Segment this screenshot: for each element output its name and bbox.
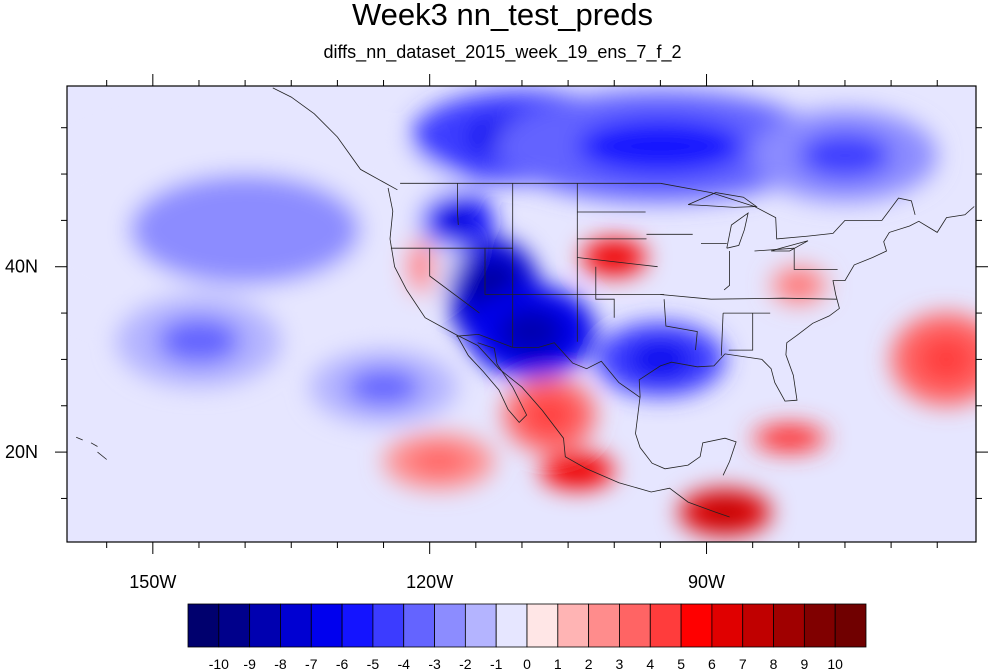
pacific-coastline: [387, 187, 730, 518]
colorbar-swatch-19: [773, 603, 805, 648]
colorbar-label-5: -5: [367, 656, 380, 672]
colorbar-label-10: 0: [523, 656, 531, 672]
state-line-1: [429, 248, 480, 314]
colorbar-label-14: 4: [646, 656, 654, 672]
colorbar-label-9: -1: [490, 656, 503, 672]
lake-michigan: [726, 212, 749, 249]
axis-layer: 150W 120W 90W 40N 20N: [5, 74, 988, 592]
border-us-canada-east: [660, 182, 916, 240]
anomaly-core-8: [628, 340, 693, 378]
state-line-13: [720, 313, 724, 356]
anomaly-core-12: [558, 461, 596, 480]
state-line-14: [728, 313, 754, 351]
colorbar-label-11: 1: [554, 656, 562, 672]
anomaly-core-4: [577, 118, 744, 175]
colorbar-label-1: -9: [243, 656, 256, 672]
colorbar-label-8: -2: [459, 656, 472, 672]
colorbar-swatch-20: [803, 603, 836, 648]
colorbar-label-18: 8: [770, 656, 778, 672]
map-plot-area: [67, 86, 976, 542]
colorbar-label-2: -8: [274, 656, 287, 672]
colorbar-swatch-13: [588, 603, 620, 648]
hawaii-oahu: [76, 436, 83, 441]
anomaly-core-5: [798, 132, 892, 179]
anomaly-core-0: [129, 174, 361, 286]
colorbar-swatch-21: [834, 603, 867, 648]
colorbar-label-6: -4: [398, 656, 411, 672]
colorbar-swatch-0: [187, 603, 220, 648]
gulf-mexico-coastline: [635, 396, 737, 476]
bc-alaska-coastline: [272, 87, 398, 191]
state-line-10: [660, 294, 837, 300]
y-tick-label-1: 20N: [5, 442, 38, 462]
colorbar-swatch-10: [495, 603, 528, 648]
colorbar-swatch-8: [434, 603, 466, 648]
colorbar: -10 -9 -8 -7 -6 -5 -4 -3 -2 -1 0 1 2 3 4 5 6 7 8 9 10: [187, 603, 867, 672]
colorbar-label-20: 10: [827, 656, 843, 672]
hawaii-islands: [67, 434, 68, 435]
lake-superior: [687, 192, 758, 208]
anomaly-core-15: [771, 431, 809, 446]
state-line-19: [723, 251, 730, 291]
colorbar-swatch-15: [649, 603, 682, 648]
state-line-5: [484, 248, 665, 295]
state-line-18: [793, 248, 838, 270]
colorbar-swatch-2: [249, 603, 281, 648]
colorbar-label-15: 5: [677, 656, 685, 672]
colorbar-swatch-4: [310, 603, 343, 648]
colorbar-swatch-14: [619, 603, 651, 648]
colorbar-swatch-18: [742, 603, 774, 648]
anomaly-core-1: [157, 317, 241, 365]
colorbar-swatch-3: [280, 603, 312, 648]
anomaly-core-17: [918, 336, 975, 383]
state-line-17: [754, 247, 795, 252]
anomaly-core-13: [411, 447, 467, 476]
colorbar-swatch-9: [464, 603, 497, 648]
colorbar-label-7: -3: [428, 656, 441, 672]
y-tick-label-0: 40N: [5, 257, 38, 277]
anomaly-core-11: [526, 396, 573, 434]
anomaly-core-18: [413, 252, 428, 281]
colorbar-label-16: 6: [708, 656, 716, 672]
anomaly-core-7: [498, 308, 564, 355]
colorbar-swatch-16: [680, 603, 713, 648]
x-tick-label-0: 150W: [129, 572, 176, 592]
colorbar-label-3: -7: [305, 656, 318, 672]
anomaly-core-10: [598, 248, 631, 267]
colorbar-swatch-11: [526, 603, 559, 648]
colorbar-label-19: 9: [800, 656, 808, 672]
field-anomalies: [67, 90, 976, 536]
colorbar-swatch-17: [711, 603, 744, 648]
x-tick-label-2: 90W: [688, 572, 725, 592]
lake-erie: [770, 240, 809, 252]
anomaly-core-2: [346, 368, 421, 406]
anomaly-core-16: [784, 276, 813, 295]
colorbar-label-0: -10: [209, 656, 229, 672]
coastline-layer: [67, 87, 975, 518]
hawaii-maui: [90, 442, 98, 447]
anomaly-core-9: [438, 206, 476, 235]
colorbar-swatch-12: [557, 603, 590, 648]
colorbar-swatch-5: [341, 603, 374, 648]
state-line-6: [577, 257, 658, 268]
state-line-11: [663, 299, 698, 351]
colorbar-label-4: -6: [336, 656, 349, 672]
hawaii-big-island: [97, 451, 107, 460]
anomaly-core-14: [701, 500, 749, 524]
chart-subtitle: diffs_nn_dataset_2015_week_19_ens_7_f_2: [323, 42, 682, 62]
border-us-mexico: [456, 333, 641, 398]
colorbar-label-13: 3: [616, 656, 624, 672]
x-tick-label-1: 120W: [406, 572, 453, 592]
colorbar-swatch-1: [218, 603, 251, 648]
chart-title: Week3 nn_test_preds: [351, 0, 653, 32]
colorbar-label-12: 2: [585, 656, 593, 672]
colorbar-swatch-6: [372, 603, 405, 648]
atlantic-coastline: [638, 206, 975, 402]
state-line-2: [457, 183, 459, 226]
colorbar-label-17: 7: [739, 656, 747, 672]
colorbar-swatch-7: [403, 603, 435, 648]
baja-coastline: [457, 336, 528, 423]
state-line-7: [595, 266, 615, 318]
